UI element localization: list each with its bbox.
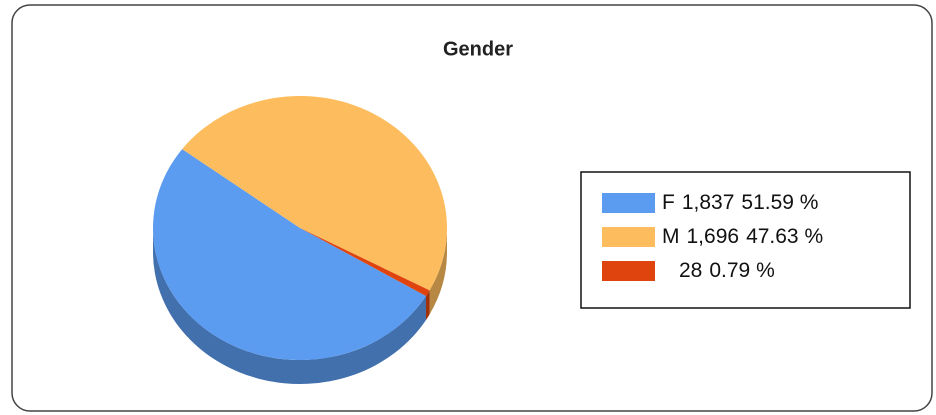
pie-slice: [300, 228, 430, 296]
legend-value: 1,696: [687, 225, 740, 248]
pie-slice: [182, 96, 447, 291]
legend-swatch: [602, 227, 655, 247]
legend-percentage: 47.63 %: [746, 225, 823, 248]
legend-label: M 1,696 47.63 %: [662, 225, 823, 248]
legend-category: F: [662, 191, 675, 214]
pie-slice-side: [429, 228, 448, 315]
legend-category: M: [662, 225, 680, 248]
pie-slice-side: [153, 228, 427, 385]
legend-value: 28: [679, 259, 702, 282]
pie-slice: [152, 149, 427, 361]
legend-swatch: [602, 261, 655, 281]
legend-label: F 1,837 51.59 %: [662, 191, 818, 214]
legend-percentage: 0.79 %: [709, 259, 774, 282]
legend-percentage: 51.59 %: [741, 191, 818, 214]
legend-swatch: [602, 193, 655, 213]
chart-title: Gender: [443, 38, 513, 60]
legend-value: 1,837: [682, 191, 735, 214]
pie-slice-side: [426, 290, 430, 320]
legend-label: 28 0.79 %: [679, 259, 775, 282]
